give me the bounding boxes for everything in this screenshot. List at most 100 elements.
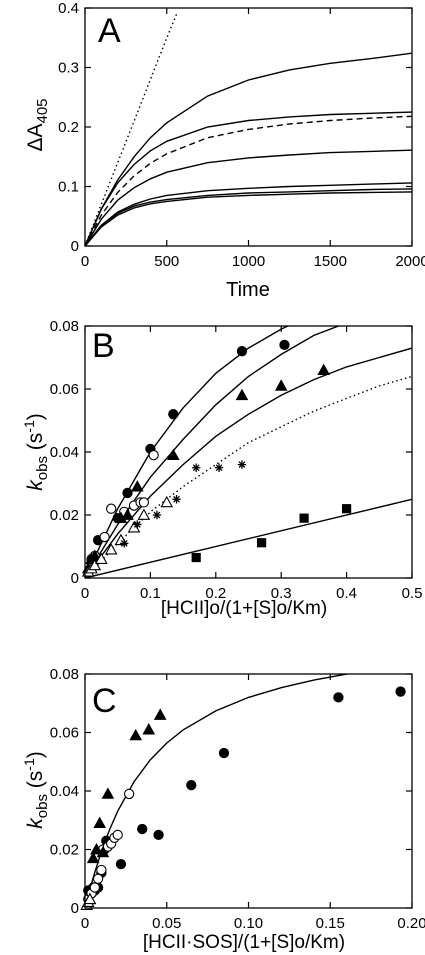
panel-b-point-asterisk [120, 539, 129, 548]
panel-a-frame [84, 7, 413, 247]
panel-b-point-open-triangle [95, 552, 108, 564]
panel-b-point-filled-triangle [121, 508, 134, 520]
panel-a-y-tick-label: 0.2 [58, 119, 79, 136]
panel-b-point-open-circle [106, 503, 117, 514]
panel-b-point-filled-square [342, 504, 352, 514]
panel-b-point-asterisk [133, 520, 142, 529]
panel-b-point-open-triangle [88, 558, 102, 571]
panel-b-point-filled-square [256, 538, 267, 548]
panel-c-point-filled-triangle [86, 851, 100, 864]
panel-b-x-tick-label: 0.5 [402, 585, 423, 602]
panel-b-point-filled-circle [279, 339, 290, 351]
panel-b-x-tick-label: 0.3 [271, 585, 292, 602]
panel-c-point-filled-circle [153, 829, 164, 841]
panel-c-point-filled-circle [395, 686, 406, 697]
panel-b-point-filled-triangle [317, 363, 331, 375]
panel-b-x-tick-label: 0 [81, 585, 89, 602]
panel-b-point-filled-circle [122, 487, 133, 499]
panel-c-point-open-circle [112, 829, 123, 841]
panel-a-x-tick-label: 1000 [232, 253, 265, 270]
panel-c-point-filled-triangle [90, 842, 103, 855]
panel-b-frame [84, 325, 413, 579]
panel-c-x-tick-label: 0.05 [152, 915, 181, 932]
panel-c-y-tick-label: 0 [71, 900, 79, 917]
panel-a-series-line [85, 191, 412, 246]
panel-b-point-open-circle [99, 531, 110, 543]
panel-c-x-tick-label: 0 [81, 915, 89, 932]
panel-a-x-tick-label: 500 [154, 253, 179, 270]
panel-c-x-tick-label: 0.20 [397, 915, 425, 932]
panel-b-point-filled-triangle [166, 448, 180, 461]
panel-a-series-line [85, 115, 412, 246]
panel-c-x-tick-label: 0.10 [234, 915, 263, 932]
panel-c-y-tick-label: 0.06 [50, 725, 79, 742]
panel-b-fit-line [85, 326, 341, 578]
panel-c-point-filled-triangle [153, 708, 167, 720]
panel-b-point-open-circle [148, 449, 159, 461]
panel-c-fit-line [85, 674, 352, 908]
panel-b-point-filled-circle [168, 409, 179, 420]
panel-b-y-tick-label: 0.02 [50, 507, 79, 524]
panel-b-point-filled-square [191, 552, 201, 563]
panel-b-x-axis-label: [HCII]o/(1+[S]o/Km) [161, 598, 327, 619]
panel-b-y-tick-label: 0.06 [50, 381, 79, 398]
panel-c-x-tick-label: 0.15 [316, 915, 345, 932]
panel-a-plot-area: 0 500 1000 1500 2000 0 0.1 0.2 0.3 0.4 [58, 0, 425, 270]
panel-b-x-tick-label: 0.1 [140, 585, 161, 602]
panel-a-x-tick-label: 2000 [395, 253, 425, 270]
panel-c-y-tick-label: 0.02 [50, 842, 79, 859]
panel-b-point-filled-triangle [130, 480, 144, 492]
panel-b-plot-area: 0 0.1 0.2 0.3 0.4 0.5 0 0.02 0.04 0.06 0.08 [50, 318, 423, 602]
panel-c-point-filled-triangle [101, 787, 115, 799]
panel-c-label: C [92, 682, 117, 720]
panel-b-point-asterisk [191, 463, 201, 472]
panel-b-y-tick-label: 0.08 [50, 318, 79, 335]
panel-c-point-open-circle [123, 788, 135, 800]
panel-b-point-open-triangle [137, 508, 151, 520]
panel-c-plot-area: 0 0.05 0.10 0.15 0.20 0 0.02 0.04 0.06 0.08 [50, 666, 425, 932]
panel-a-label: A [98, 12, 121, 50]
panel-c: 0 0.05 0.10 0.15 0.20 0 0.02 0.04 0.06 0.08 C [HC… [21, 666, 425, 953]
panel-c-point-filled-triangle [96, 845, 110, 858]
panel-c-point-filled-circle [186, 780, 197, 791]
panel-a-y-tick-label: 0 [71, 238, 79, 255]
panel-a-series-line [85, 52, 412, 246]
panel-c-point-open-circle [96, 864, 107, 876]
panel-b-y-tick-label: 0 [71, 570, 79, 587]
panel-c-point-open-triangle [83, 892, 97, 905]
panel-c-y-tick-label: 0.08 [50, 666, 79, 683]
panel-b-fit-line [85, 347, 412, 578]
panel-b-point-asterisk [152, 510, 162, 520]
panel-a-y-tick-label: 0.4 [58, 0, 79, 17]
panel-b-x-tick-label: 0.2 [205, 585, 226, 602]
panel-a-y-axis-label: ΔA405 [24, 98, 51, 151]
panel-a-y-tick-label: 0.3 [58, 60, 79, 77]
panel-b-point-open-triangle [160, 495, 174, 508]
panel-b-point-filled-triangle [274, 379, 288, 391]
panel-c-point-filled-circle [333, 692, 344, 703]
panel-c-point-filled-circle [115, 858, 127, 870]
panel-b-point-asterisk [237, 460, 247, 469]
panel-b: 0 0.1 0.2 0.3 0.4 0.5 0 0.02 0.04 0.06 0.08 B [HCI… [21, 318, 422, 619]
panel-b-point-open-triangle [104, 543, 118, 555]
panel-c-y-tick-label: 0.04 [50, 783, 79, 800]
panel-a-series-line [85, 182, 412, 246]
panel-c-point-filled-circle [137, 823, 148, 835]
panel-c-point-filled-triangle [93, 816, 107, 829]
panel-a-x-axis-label: Time [226, 279, 270, 301]
panel-b-point-asterisk [214, 463, 224, 472]
panel-c-y-axis-label: kobs (s-1) [21, 751, 51, 828]
panel-c-point-filled-triangle [142, 723, 156, 735]
panel-a-x-tick-label: 1500 [314, 253, 347, 270]
panel-c-point-filled-circle [218, 747, 230, 759]
panel-b-y-axis-label: kobs (s-1) [21, 413, 51, 490]
panel-b-point-filled-square [299, 513, 309, 523]
panel-b-fit-line [85, 375, 412, 578]
panel-b-point-filled-circle [236, 346, 248, 357]
panel-a-series-line [85, 149, 412, 246]
panel-b-fit-line [85, 498, 412, 578]
panel-b-point-filled-triangle [235, 388, 249, 401]
panel-c-point-filled-triangle [129, 728, 143, 741]
panel-b-fit-line [85, 326, 290, 578]
